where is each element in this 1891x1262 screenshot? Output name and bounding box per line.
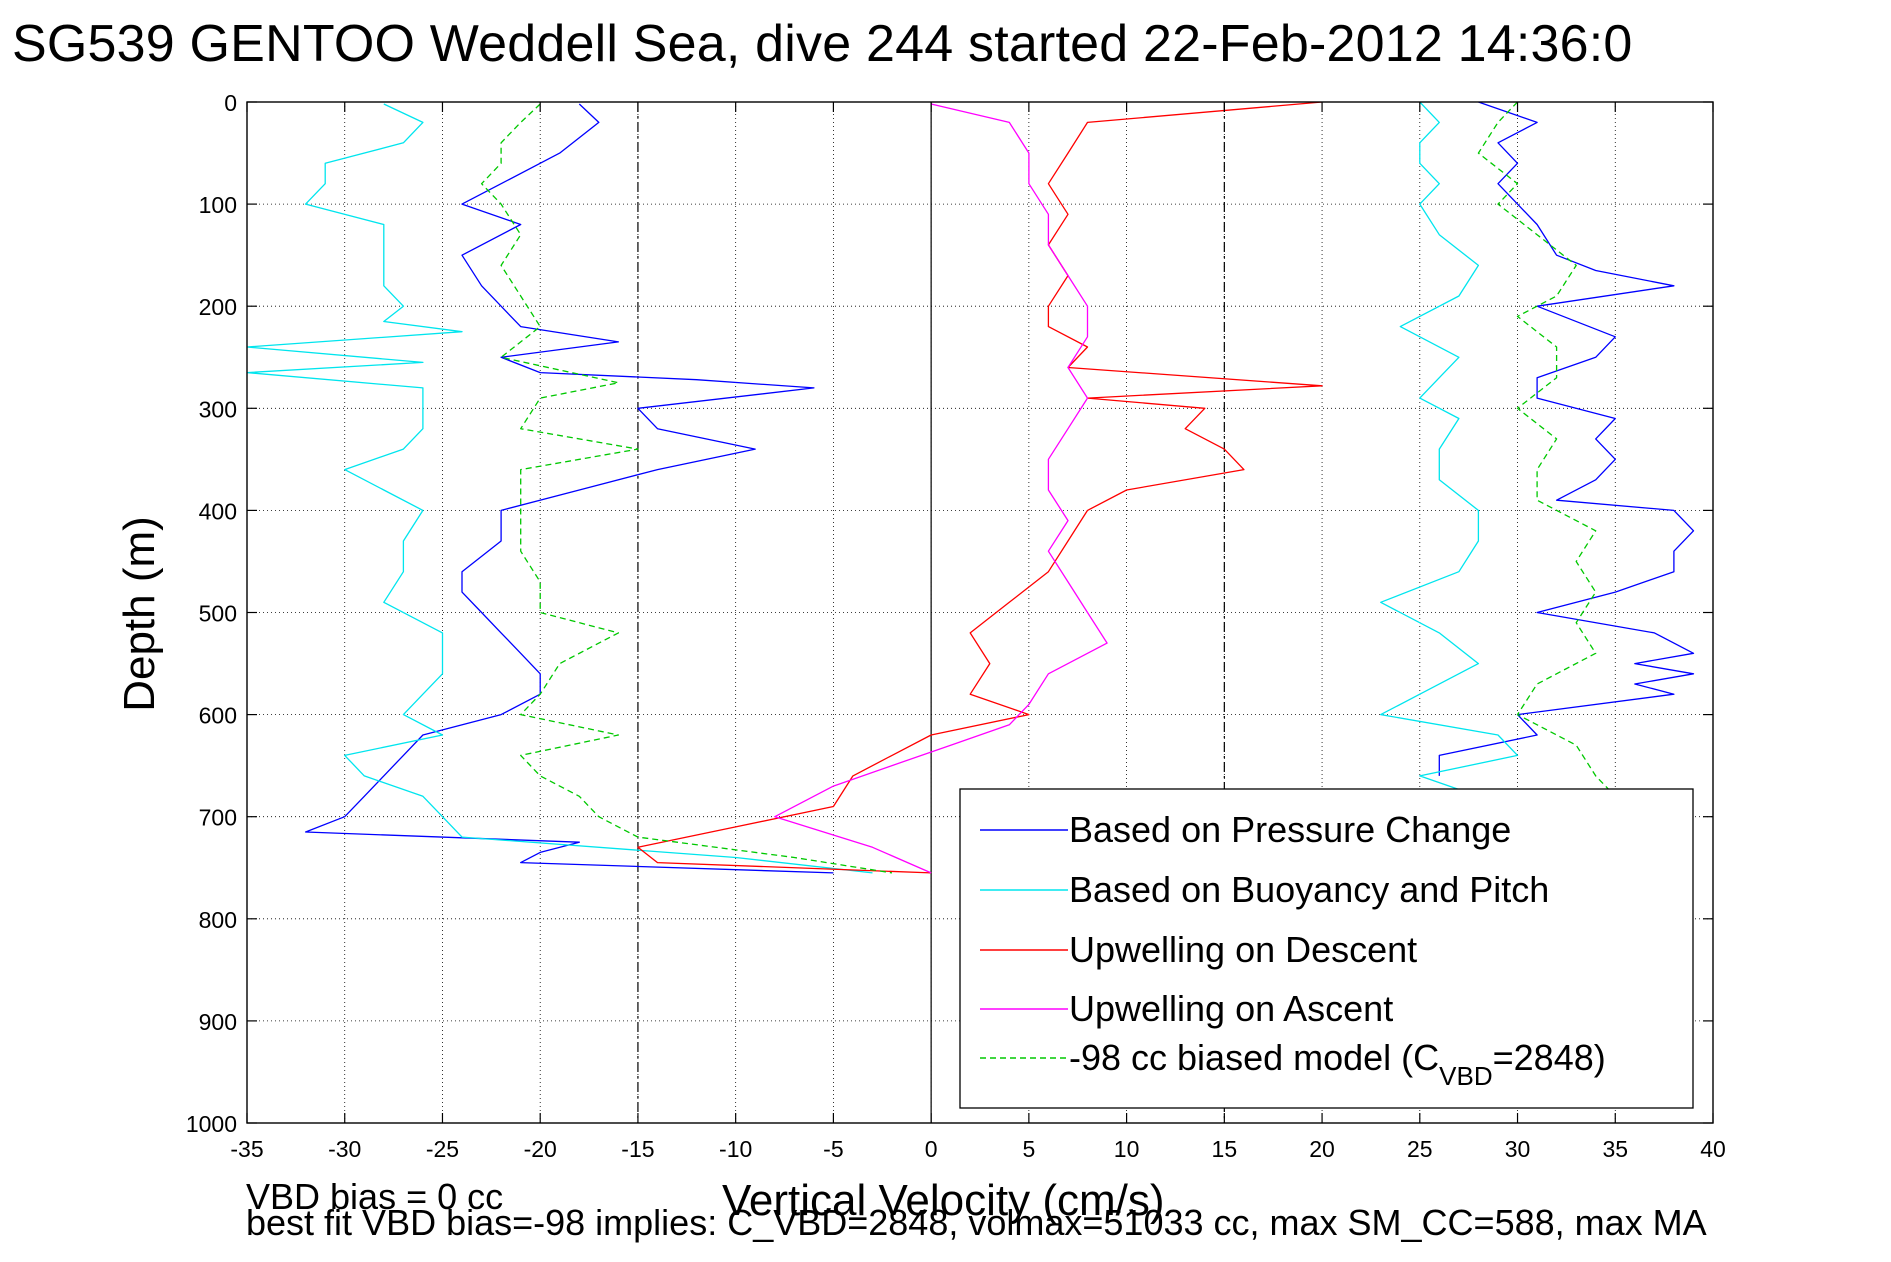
legend: Based on Pressure Change Based on Buoyanc… [959, 788, 1694, 1109]
legend-label: Based on Buoyancy and Pitch [1069, 869, 1549, 910]
reference-lines [637, 102, 1225, 1123]
legend-label: Upwelling on Descent [1069, 929, 1417, 970]
legend-label: Based on Pressure Change [1069, 809, 1511, 850]
y-tick-label: 700 [199, 805, 237, 831]
series-line [774, 103, 1108, 874]
series-line [1438, 102, 1695, 776]
y-tick-label: 1000 [186, 1111, 237, 1137]
x-tick-label: 10 [1114, 1136, 1140, 1162]
y-axis-ticks: 0 100 200 300 400 500 600 700 800 900 1000 [186, 90, 1713, 1137]
series-line [1380, 102, 1519, 797]
x-tick-label: 40 [1700, 1136, 1726, 1162]
x-tick-label: 0 [925, 1136, 938, 1162]
series-line [247, 103, 873, 874]
legend-label: Upwelling on Ascent [1069, 988, 1393, 1029]
y-tick-label: 500 [199, 601, 237, 627]
x-tick-label: 5 [1022, 1136, 1035, 1162]
series-line [304, 103, 834, 874]
y-axis-label: Depth (m) [115, 516, 164, 712]
x-tick-label: -10 [719, 1136, 752, 1162]
x-tick-label: -5 [823, 1136, 843, 1162]
y-tick-label: 100 [199, 192, 237, 218]
series-line [1477, 102, 1616, 797]
footer-vbd-bias: VBD bias = 0 cc [246, 1176, 504, 1217]
x-axis-label: Vertical Velocity (cm/s) [722, 1176, 1165, 1225]
y-tick-label: 200 [199, 294, 237, 320]
x-tick-label: -30 [328, 1136, 361, 1162]
y-tick-label: 400 [199, 498, 237, 524]
x-tick-label: 25 [1407, 1136, 1433, 1162]
x-tick-label: 35 [1602, 1136, 1628, 1162]
series-line [480, 103, 893, 874]
x-tick-label: -25 [426, 1136, 459, 1162]
x-tick-label: -20 [524, 1136, 557, 1162]
y-tick-label: 300 [199, 396, 237, 422]
y-tick-label: 800 [199, 907, 237, 933]
x-tick-label: 15 [1212, 1136, 1238, 1162]
footer-best-fit: best fit VBD bias=-98 implies: C_VBD=284… [246, 1202, 1707, 1243]
y-tick-label: 600 [199, 703, 237, 729]
figure-title: SG539 GENTOO Weddell Sea, dive 244 start… [12, 15, 1633, 73]
y-tick-label: 900 [199, 1009, 237, 1035]
series-group [247, 102, 1695, 874]
x-axis-ticks: -35 -30 -25 -20 -15 -10 -5 0 5 10 15 20 25 30 35 40 [230, 102, 1726, 1162]
x-tick-label: -15 [621, 1136, 654, 1162]
x-tick-label: 30 [1505, 1136, 1531, 1162]
y-tick-label: 0 [224, 90, 237, 116]
x-tick-label: 20 [1309, 1136, 1335, 1162]
x-tick-label: -35 [230, 1136, 263, 1162]
legend-box [959, 788, 1694, 1109]
